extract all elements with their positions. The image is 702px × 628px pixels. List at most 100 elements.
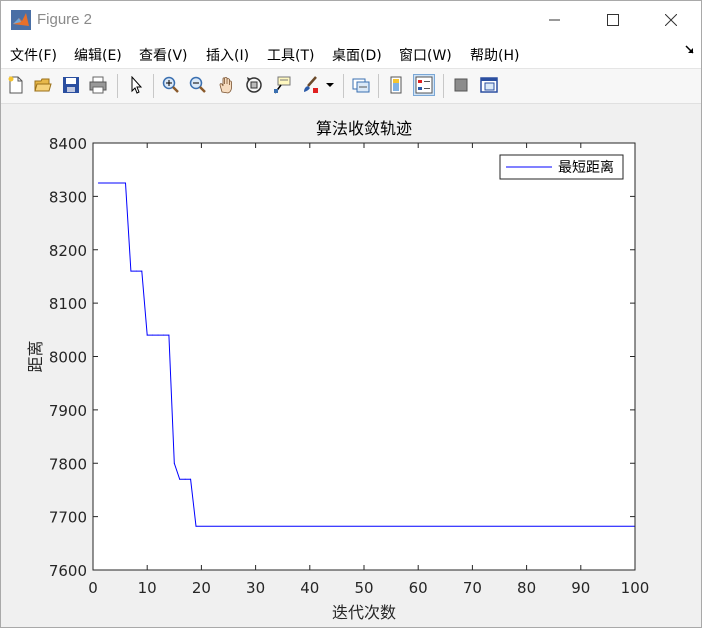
toolbar-separator <box>443 74 444 98</box>
data-point <box>157 334 159 336</box>
close-button[interactable] <box>648 5 694 35</box>
link-plot-button[interactable] <box>350 74 372 96</box>
data-point <box>97 182 99 184</box>
figure-canvas: 0 10 20 30 40 50 60 70 80 90 100 7600 7700 7800 7900 80… <box>26 119 649 622</box>
menu-insert[interactable]: 插入(I) <box>206 48 250 64</box>
y-tick-label: 7600 <box>49 562 87 580</box>
show-plot-tools-button[interactable] <box>478 74 500 96</box>
y-tick-label: 7900 <box>49 402 87 420</box>
x-tick-label: 0 <box>88 579 98 597</box>
y-tick-label: 7800 <box>49 455 87 473</box>
pointer-icon <box>131 76 143 94</box>
data-point <box>135 270 137 272</box>
figure-toolbar <box>1 68 701 104</box>
data-point <box>162 334 164 336</box>
y-tick-label: 8400 <box>49 135 87 153</box>
close-icon <box>665 14 677 26</box>
y-tick-label: 8300 <box>49 188 87 206</box>
data-point <box>179 478 181 480</box>
matlab-logo-icon <box>11 10 31 30</box>
x-tick-label: 90 <box>571 579 590 597</box>
menu-window[interactable]: 窗口(W) <box>399 48 452 64</box>
brush-icon <box>304 76 318 93</box>
toolbar-separator <box>153 74 154 98</box>
link-plot-icon <box>352 78 370 93</box>
x-tick-label: 100 <box>621 579 650 597</box>
pan-button[interactable] <box>215 74 237 96</box>
zoom-out-button[interactable] <box>187 74 209 96</box>
toolbar-separator <box>343 74 344 98</box>
legend-icon <box>415 76 433 94</box>
chart-title: 算法收敛轨迹 <box>316 119 412 138</box>
menu-tools[interactable]: 工具(T) <box>267 48 315 64</box>
maximize-icon <box>607 14 619 26</box>
legend-button[interactable] <box>413 74 435 96</box>
dock-arrow-icon[interactable] <box>685 45 695 55</box>
toolbar-separator <box>378 74 379 98</box>
data-point <box>168 334 170 336</box>
rotate-3d-button[interactable] <box>243 74 265 96</box>
new-figure-icon <box>8 76 23 94</box>
title-bar: Figure 2 <box>1 1 701 39</box>
data-point <box>125 182 127 184</box>
data-point <box>146 334 148 336</box>
brush-dropdown-button[interactable] <box>323 74 337 96</box>
menu-edit[interactable]: 编辑(E) <box>74 48 122 64</box>
menu-file[interactable]: 文件(F) <box>10 48 57 64</box>
brush-button[interactable] <box>299 74 321 96</box>
x-tick-label: 40 <box>300 579 319 597</box>
save-icon <box>63 77 79 93</box>
minimize-button[interactable] <box>532 5 578 35</box>
y-tick-label: 8000 <box>49 349 87 367</box>
colorbar-button[interactable] <box>385 74 407 96</box>
menu-help[interactable]: 帮助(H) <box>470 48 520 64</box>
plot-background <box>93 143 635 570</box>
data-point <box>195 525 197 527</box>
data-point <box>184 478 186 480</box>
axes-box <box>92 142 636 571</box>
maximize-button[interactable] <box>590 5 636 35</box>
axes[interactable]: 0 10 20 30 40 50 60 70 80 90 100 7600 7700 7800 7900 80… <box>26 119 649 622</box>
data-point <box>130 270 132 272</box>
y-axis-label: 距离 <box>26 340 45 372</box>
show-plot-tools-icon <box>480 77 498 93</box>
rotate-3d-icon <box>246 77 262 93</box>
zoom-out-icon <box>189 76 206 93</box>
window-title: Figure 2 <box>37 11 93 28</box>
data-cursor-button[interactable] <box>271 74 293 96</box>
new-figure-button[interactable] <box>5 74 27 96</box>
hide-plot-tools-icon <box>454 78 468 92</box>
pan-hand-icon <box>219 77 232 94</box>
colorbar-icon <box>390 76 402 94</box>
x-axis-label: 迭代次数 <box>332 603 396 622</box>
data-cursor-icon <box>274 76 291 94</box>
print-button[interactable] <box>87 74 109 96</box>
data-point <box>152 334 154 336</box>
menu-view[interactable]: 查看(V) <box>139 48 188 64</box>
y-tick-label: 7700 <box>49 509 87 527</box>
menu-desktop[interactable]: 桌面(D) <box>332 48 382 64</box>
zoom-in-icon <box>162 76 179 93</box>
x-tick-label: 20 <box>192 579 211 597</box>
print-icon <box>89 76 107 94</box>
data-point <box>190 478 192 480</box>
zoom-in-button[interactable] <box>160 74 182 96</box>
menu-bar: 文件(F) 编辑(E) 查看(V) 插入(I) 工具(T) 桌面(D) 窗口(W… <box>1 39 701 68</box>
open-folder-icon <box>34 78 52 92</box>
data-point <box>173 462 175 464</box>
x-tick-label: 60 <box>409 579 428 597</box>
y-tick-label: 8200 <box>49 242 87 260</box>
minimize-icon <box>549 19 560 21</box>
open-file-button[interactable] <box>32 74 54 96</box>
x-tick-label: 50 <box>354 579 373 597</box>
x-tick-label: 10 <box>138 579 157 597</box>
toolbar-separator <box>117 74 118 98</box>
edit-plot-button[interactable] <box>125 74 147 96</box>
x-tick-label: 80 <box>517 579 536 597</box>
series-line <box>98 182 635 527</box>
chevron-down-icon <box>326 83 334 87</box>
save-button[interactable] <box>60 74 82 96</box>
hide-plot-tools-button[interactable] <box>450 74 472 96</box>
x-tick-label: 70 <box>463 579 482 597</box>
